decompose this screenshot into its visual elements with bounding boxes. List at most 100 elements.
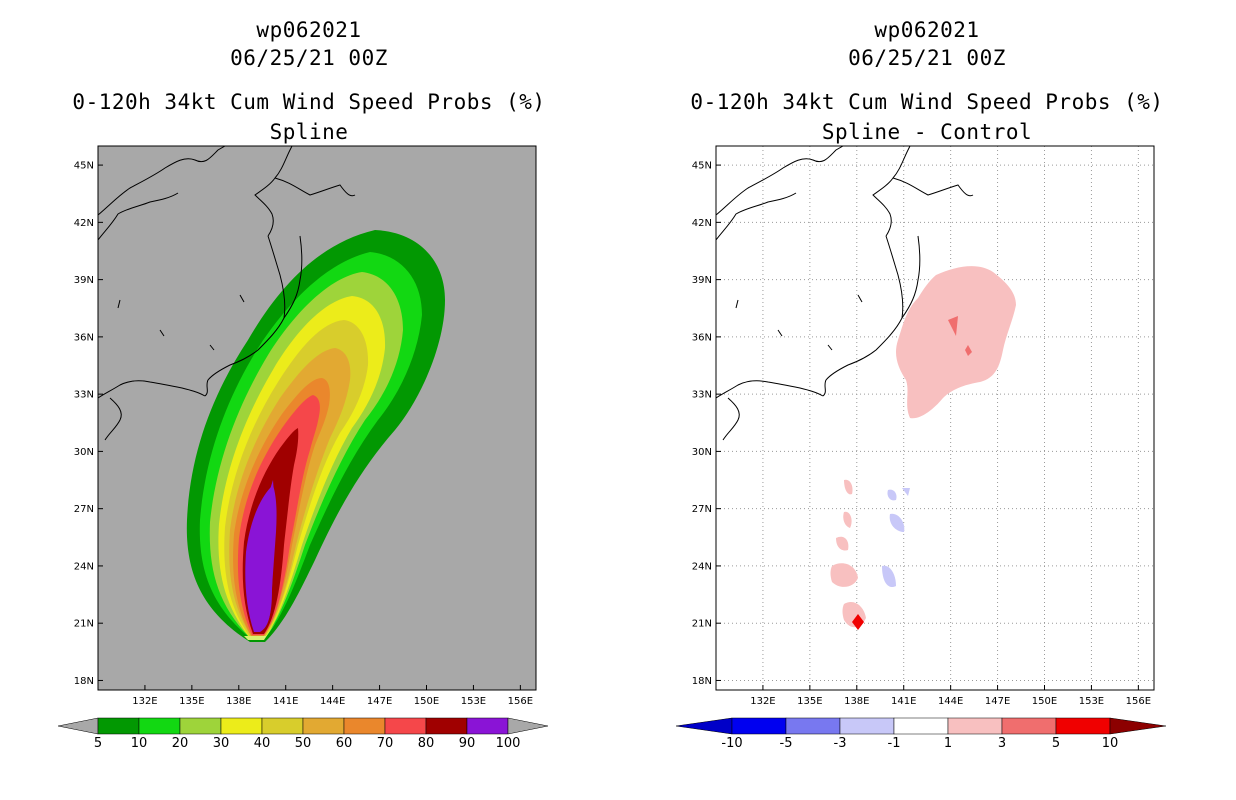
neg-small-3 [882,565,896,588]
pos-blob-main [895,266,1016,419]
right-chart: 132E 135E 138E 141E 144E 147E 150E 153E 156E 18N… [675,145,1167,751]
x-tick-label: 147E [367,696,392,707]
colorbar-label: 10 [131,736,148,751]
right-panel: wp062021 06/25/21 00Z 0-120h 34kt Cum Wi… [618,0,1236,800]
x-tick-label: 153E [461,696,486,707]
pos-core-21n [852,614,864,630]
x-tick-label: 156E [508,696,533,707]
pos-small-3 [836,536,849,551]
colorbar-low-arrow [675,717,733,735]
x-tick-label: 141E [891,696,916,707]
colorbar-label: 40 [254,736,271,751]
pos-small-4 [830,563,858,587]
y-tick-label: 36N [692,332,712,343]
colorbar-box [179,717,222,735]
x-tick-label: 138E [226,696,251,707]
y-tick-label: 42N [692,218,712,229]
x-tick-label: 132E [132,696,157,707]
contour-100 [247,480,275,630]
colorbar-box [785,717,841,735]
right-storm-id: wp062021 [874,18,980,42]
y-tick-label: 45N [692,161,712,172]
colorbar-label: 5 [94,736,102,751]
colorbar-label: 10 [1102,736,1119,751]
colorbar-box [384,717,427,735]
y-tick-label: 18N [74,676,94,687]
colorbar-label: -5 [780,736,793,751]
left-panel: wp062021 06/25/21 00Z 0-120h 34kt Cum Wi… [57,18,549,751]
x-tick-label: 147E [985,696,1010,707]
colorbar-box [839,717,895,735]
y-tick-label: 45N [74,161,94,172]
colorbar-box [1055,717,1111,735]
neg-small-1 [887,489,897,501]
y-tick-label: 21N [692,619,712,630]
right-contours [716,146,1016,630]
y-tick-label: 30N [692,447,712,458]
x-tick-label: 135E [797,696,822,707]
colorbar-label: 100 [496,736,521,751]
left-storm-id: wp062021 [256,18,362,42]
x-tick-label: 132E [750,696,775,707]
left-chart: 132E 135E 138E 141E 144E 147E 150E 153E 156E 18N… [57,145,549,751]
y-tick-label: 24N [74,561,94,572]
x-tick-label: 150E [1032,696,1057,707]
colorbar-box [97,717,140,735]
colorbar-box [220,717,263,735]
colorbar-label: 80 [418,736,435,751]
y-tick-label: 39N [692,275,712,286]
neg-small-4 [902,488,910,496]
colorbar-box [138,717,181,735]
y-tick-label: 33N [692,390,712,401]
colorbar-box [731,717,787,735]
colorbar-label: 1 [944,736,952,751]
left-map-frame [97,145,537,691]
x-tick-label: 138E [844,696,869,707]
right-coastlines [716,146,974,441]
y-tick-label: 18N [692,676,712,687]
right-title: 0-120h 34kt Cum Wind Speed Probs (%) [690,90,1164,114]
x-tick-label: 153E [1079,696,1104,707]
left-coastlines [98,146,356,441]
colorbar-high-arrow [507,717,549,735]
x-tick-label: 141E [273,696,298,707]
y-tick-label: 24N [692,561,712,572]
pos-small-2 [843,511,852,528]
left-contours [98,146,445,642]
colorbar-label: -10 [721,736,742,751]
y-tick-label: 39N [74,275,94,286]
x-tick-label: 135E [179,696,204,707]
pos-blob-core2 [965,345,972,356]
colorbar-label: -1 [888,736,901,751]
y-tick-label: 33N [74,390,94,401]
colorbar-box [1001,717,1057,735]
colorbar-box [893,717,949,735]
colorbar-label: 5 [1052,736,1060,751]
y-tick-label: 21N [74,619,94,630]
right-subtitle: Spline - Control [821,120,1033,144]
y-tick-label: 27N [692,504,712,515]
y-tick-label: 30N [74,447,94,458]
y-tick-label: 42N [74,218,94,229]
colorbar-low-arrow [57,717,99,735]
y-tick-label: 27N [74,504,94,515]
x-tick-label: 144E [938,696,963,707]
left-title: 0-120h 34kt Cum Wind Speed Probs (%) [72,90,546,114]
neg-small-2 [889,513,905,532]
x-tick-label: 156E [1126,696,1151,707]
left-subtitle: Spline [269,120,349,144]
right-date: 06/25/21 00Z [848,46,1006,70]
colorbar-label: 60 [336,736,353,751]
pos-small-1 [844,479,853,495]
pos-blob-core1 [948,316,958,336]
colorbar-label: 90 [459,736,476,751]
x-tick-label: 150E [414,696,439,707]
y-tick-label: 36N [74,332,94,343]
colorbar-label: 3 [998,736,1006,751]
colorbar-box [466,717,509,735]
colorbar-box [425,717,468,735]
colorbar-box [302,717,345,735]
colorbar-box [947,717,1003,735]
colorbar-box [261,717,304,735]
colorbar-label: 30 [213,736,230,751]
